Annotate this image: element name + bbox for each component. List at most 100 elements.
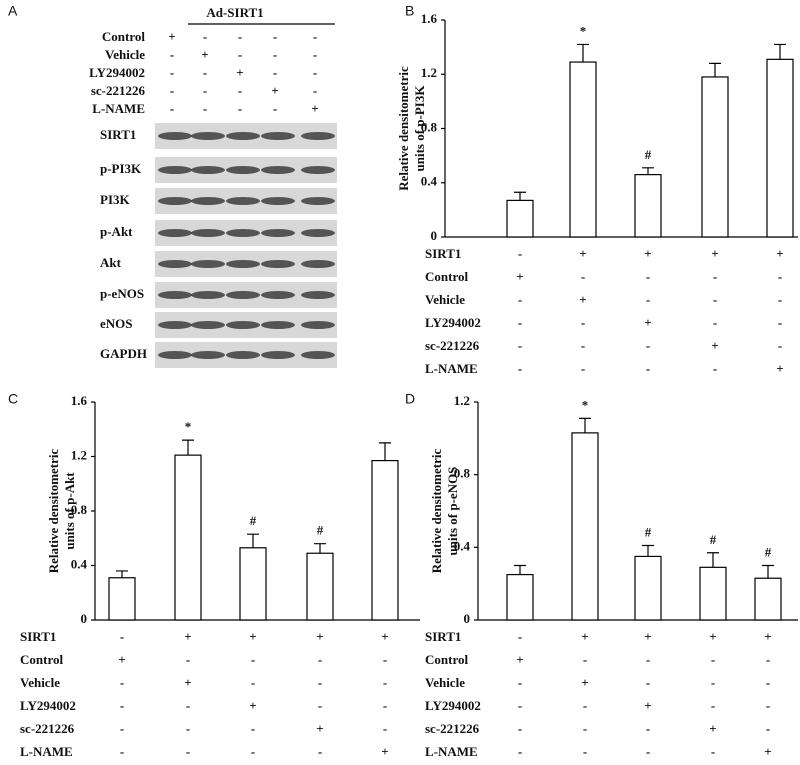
y-tick-label: 0.4 xyxy=(421,174,438,189)
sign: + xyxy=(644,698,651,713)
sign: - xyxy=(713,361,717,376)
y-tick-label: 1.2 xyxy=(421,65,437,80)
sign: - xyxy=(318,652,322,667)
band xyxy=(226,229,260,237)
blot-header: Ad-SIRT1 xyxy=(206,5,263,20)
sign: - xyxy=(583,721,587,736)
sign: - xyxy=(251,675,255,690)
annotation: # xyxy=(645,525,652,540)
band xyxy=(301,291,335,299)
sign: + xyxy=(516,652,523,667)
band xyxy=(191,229,225,237)
sign: - xyxy=(583,744,587,759)
sign: + xyxy=(201,47,208,62)
sign: + xyxy=(644,315,651,330)
bar xyxy=(634,174,662,238)
sign: + xyxy=(579,246,586,261)
sign: - xyxy=(778,315,782,330)
sign: + xyxy=(581,629,588,644)
annotation: * xyxy=(185,419,192,434)
treatment-label: sc-221226 xyxy=(91,83,146,98)
sign: - xyxy=(766,652,770,667)
sign: - xyxy=(581,315,585,330)
band xyxy=(158,321,192,329)
bar xyxy=(506,199,534,238)
sign: - xyxy=(583,698,587,713)
treatment-label: Vehicle xyxy=(105,47,145,62)
band xyxy=(191,351,225,359)
sign: + xyxy=(184,629,191,644)
band xyxy=(301,197,335,205)
sign: - xyxy=(711,698,715,713)
sign: - xyxy=(711,652,715,667)
sign: - xyxy=(120,675,124,690)
sign: - xyxy=(120,698,124,713)
sign: - xyxy=(646,744,650,759)
bar xyxy=(699,566,727,621)
sign: - xyxy=(646,721,650,736)
sign: - xyxy=(581,338,585,353)
sign: - xyxy=(273,101,277,116)
sign: + xyxy=(271,83,278,98)
bar xyxy=(766,58,794,238)
bar xyxy=(569,61,597,238)
sign: - xyxy=(383,652,387,667)
band xyxy=(301,166,335,174)
condition-label: Vehicle xyxy=(20,675,60,690)
sign: - xyxy=(766,698,770,713)
band-label: p-Akt xyxy=(100,224,133,239)
sign: - xyxy=(646,652,650,667)
error-bar xyxy=(577,43,589,63)
sign: - xyxy=(318,698,322,713)
error-bar xyxy=(642,544,654,557)
error-bar xyxy=(707,552,719,568)
sign: - xyxy=(711,744,715,759)
sign: - xyxy=(251,721,255,736)
error-bar xyxy=(116,570,128,578)
y-tick-label: 1.6 xyxy=(421,11,438,26)
panel-label: D xyxy=(405,391,415,407)
sign: + xyxy=(776,361,783,376)
band xyxy=(158,132,192,140)
condition-label: sc-221226 xyxy=(20,721,75,736)
sign: + xyxy=(764,744,771,759)
sign: - xyxy=(778,338,782,353)
error-bar xyxy=(709,62,721,77)
annotation: # xyxy=(710,532,717,547)
band xyxy=(226,166,260,174)
band xyxy=(158,291,192,299)
sign: - xyxy=(646,361,650,376)
sign: - xyxy=(273,29,277,44)
bar xyxy=(306,552,334,621)
sign: - xyxy=(120,744,124,759)
annotation: # xyxy=(250,513,257,528)
y-tick-label: 1.2 xyxy=(454,393,470,408)
sign: - xyxy=(646,338,650,353)
sign: + xyxy=(709,629,716,644)
sign: + xyxy=(709,721,716,736)
sign: + xyxy=(776,246,783,261)
condition-label: SIRT1 xyxy=(425,246,461,261)
sign: - xyxy=(518,246,522,261)
sign: + xyxy=(381,744,388,759)
sign: + xyxy=(316,721,323,736)
sign: - xyxy=(313,83,317,98)
sign: + xyxy=(381,629,388,644)
condition-label: LY294002 xyxy=(425,315,481,330)
y-tick-label: 1.6 xyxy=(71,393,88,408)
sign: + xyxy=(184,675,191,690)
sign: - xyxy=(238,47,242,62)
y-axis-label: units of p-PI3K xyxy=(412,85,427,172)
band-label: GAPDH xyxy=(100,346,147,361)
sign: - xyxy=(711,675,715,690)
sign: - xyxy=(186,698,190,713)
bar xyxy=(108,577,136,621)
band xyxy=(191,132,225,140)
band xyxy=(261,197,295,205)
bar xyxy=(174,454,202,621)
sign: - xyxy=(518,744,522,759)
sign: - xyxy=(313,29,317,44)
sign: - xyxy=(766,675,770,690)
bar xyxy=(506,573,534,621)
